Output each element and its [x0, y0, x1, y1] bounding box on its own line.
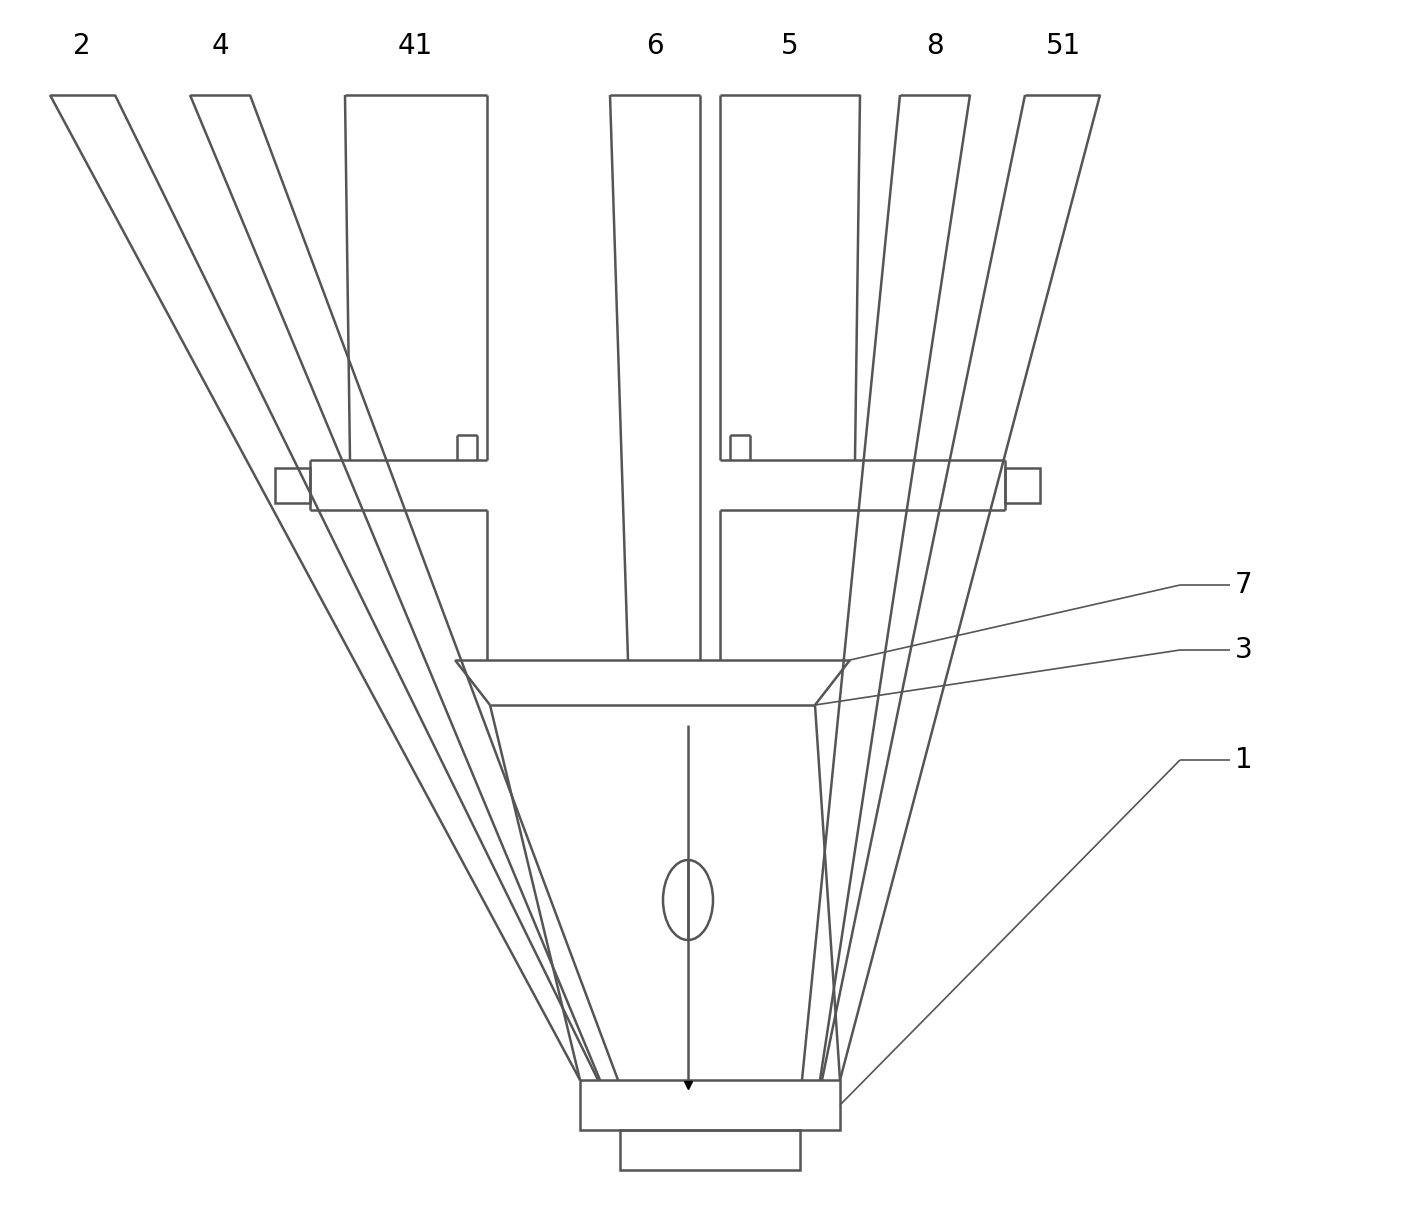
Text: 6: 6 — [646, 32, 663, 59]
Text: 4: 4 — [212, 32, 229, 59]
Text: 41: 41 — [398, 32, 433, 59]
Text: 2: 2 — [74, 32, 91, 59]
Text: 7: 7 — [1235, 571, 1252, 599]
Bar — [275, 467, 310, 503]
Text: 8: 8 — [926, 32, 944, 59]
Text: 3: 3 — [1235, 636, 1252, 664]
Bar — [579, 1080, 841, 1130]
Text: 1: 1 — [1235, 745, 1252, 775]
Text: 51: 51 — [1045, 32, 1081, 59]
Bar — [1005, 467, 1039, 503]
Text: 5: 5 — [781, 32, 799, 59]
Bar — [621, 1130, 799, 1170]
